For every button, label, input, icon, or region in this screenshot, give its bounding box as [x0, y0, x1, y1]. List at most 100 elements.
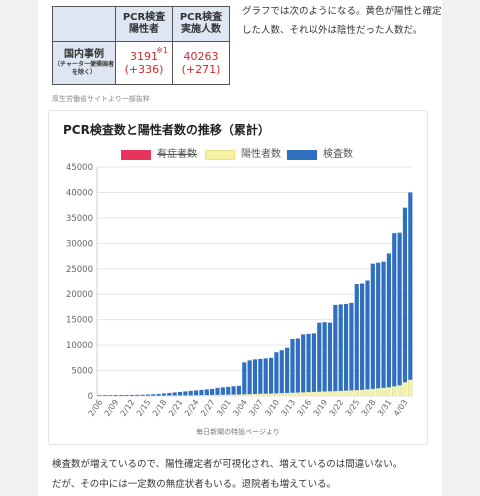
bar-positive: [370, 388, 375, 396]
bar-positive: [306, 392, 311, 396]
chart-source: 毎日新聞の特設ページより: [196, 428, 280, 436]
bar-tested: [376, 262, 381, 396]
bar-tested: [354, 284, 359, 396]
bar-tested: [108, 395, 113, 396]
bar-positive: [226, 394, 231, 396]
bar-positive: [386, 387, 391, 396]
bar-tested: [151, 394, 156, 396]
bar-positive: [274, 393, 279, 396]
bar-tested: [338, 304, 343, 396]
bar-tested: [311, 333, 317, 396]
y-tick-label: 5000: [71, 367, 93, 377]
bar-tested: [140, 394, 145, 396]
bar-positive: [231, 394, 236, 396]
bar-tested: [258, 358, 263, 396]
bar-tested: [167, 392, 172, 396]
y-tick-label: 20000: [66, 290, 93, 300]
bar-positive: [290, 392, 295, 396]
bar-tested: [204, 389, 209, 396]
bar-tested: [268, 357, 274, 396]
bar-tested: [124, 394, 129, 396]
bar-tested: [236, 385, 242, 396]
bar-tested: [274, 352, 279, 396]
bar-positive: [252, 393, 258, 396]
bar-tested: [193, 390, 199, 396]
bar-tested: [343, 303, 349, 396]
bar-tested: [397, 232, 402, 396]
positive-value: 3191: [130, 50, 158, 63]
bar-positive: [199, 395, 204, 396]
bar-tested: [129, 394, 134, 396]
bar-positive: [268, 393, 274, 396]
x-tick-label: 2/27: [199, 398, 217, 418]
bar-positive: [188, 395, 193, 396]
bar-positive: [210, 394, 215, 396]
positive-cell: ※1 3191 (+336): [115, 41, 173, 85]
bar-tested: [231, 386, 236, 396]
positive-delta: (+336): [124, 63, 164, 76]
bar-positive: [247, 394, 252, 396]
bar-tested: [97, 395, 102, 396]
bar-positive: [360, 389, 365, 396]
bar-tested: [322, 322, 327, 396]
y-tick-label: 30000: [66, 239, 93, 249]
bar-tested: [285, 347, 290, 396]
bar-tested: [301, 334, 306, 396]
bar-tested: [226, 386, 231, 396]
x-tick-label: 3/25: [344, 398, 362, 418]
bar-tested: [199, 389, 204, 396]
chart-legend: 有症者数 陽性者数 検査数: [49, 148, 427, 162]
row-label-domestic: 国内事例 （チャーター便帰国者を除く）: [52, 41, 116, 85]
bar-positive: [392, 386, 397, 396]
x-tick-label: 2/18: [151, 398, 169, 418]
bar-positive: [376, 388, 381, 396]
bar-tested: [177, 391, 183, 396]
bar-tested: [327, 322, 333, 396]
bar-tested: [381, 261, 386, 396]
bar-tested: [365, 280, 370, 396]
x-tick-label: 3/22: [328, 398, 346, 418]
y-tick-label: 35000: [66, 214, 93, 224]
x-tick-label: 3/04: [231, 398, 249, 418]
bar-positive: [285, 392, 290, 396]
table-corner-cell: [52, 6, 116, 42]
y-tick-label: 0: [88, 392, 93, 402]
bar-positive: [365, 389, 370, 396]
bar-positive: [301, 392, 306, 396]
bar-positive: [183, 395, 188, 396]
y-tick-label: 40000: [66, 188, 93, 198]
x-tick-label: 3/01: [215, 398, 233, 418]
bar-positive: [177, 395, 183, 396]
table-source: 厚生労働省サイトより一部抜粋: [52, 95, 150, 103]
bar-positive: [349, 390, 354, 396]
bar-tested: [295, 338, 300, 396]
y-tick-label: 10000: [66, 341, 93, 351]
bar-positive: [408, 379, 413, 396]
bar-positive: [397, 385, 402, 396]
bar-tested: [408, 192, 413, 396]
row-sublabel: （チャーター便帰国者を除く）: [54, 61, 114, 76]
x-tick-label: 2/15: [135, 398, 153, 418]
x-tick-label: 3/16: [296, 398, 314, 418]
bar-tested: [247, 360, 252, 396]
x-tick-label: 3/07: [247, 398, 265, 418]
x-tick-label: 2/12: [119, 398, 137, 418]
bar-tested: [113, 395, 118, 396]
bottom-paragraph: 検査数が増えているので、陽性確定者が可視化され、増えているのは間違いない。 だが…: [52, 455, 432, 495]
bar-tested: [349, 302, 354, 396]
bar-tested: [263, 358, 268, 396]
x-tick-label: 2/09: [103, 398, 121, 418]
bar-tested: [145, 394, 150, 396]
bar-tested: [290, 339, 295, 396]
x-tick-label: 3/19: [312, 398, 330, 418]
article-content: PCR検査 陽性者 PCR検査 実施人数 国内事例 （チャーター便帰国者を除く） ※…: [38, 0, 442, 496]
bar-tested: [252, 359, 258, 396]
x-tick-label: 4/03: [392, 398, 410, 418]
bar-tested: [188, 390, 193, 396]
bar-tested: [279, 350, 284, 396]
bar-positive: [263, 393, 268, 396]
bar-tested: [210, 388, 215, 396]
bar-positive: [295, 392, 300, 396]
x-tick-label: 2/21: [167, 398, 185, 418]
bar-positive: [311, 391, 317, 396]
